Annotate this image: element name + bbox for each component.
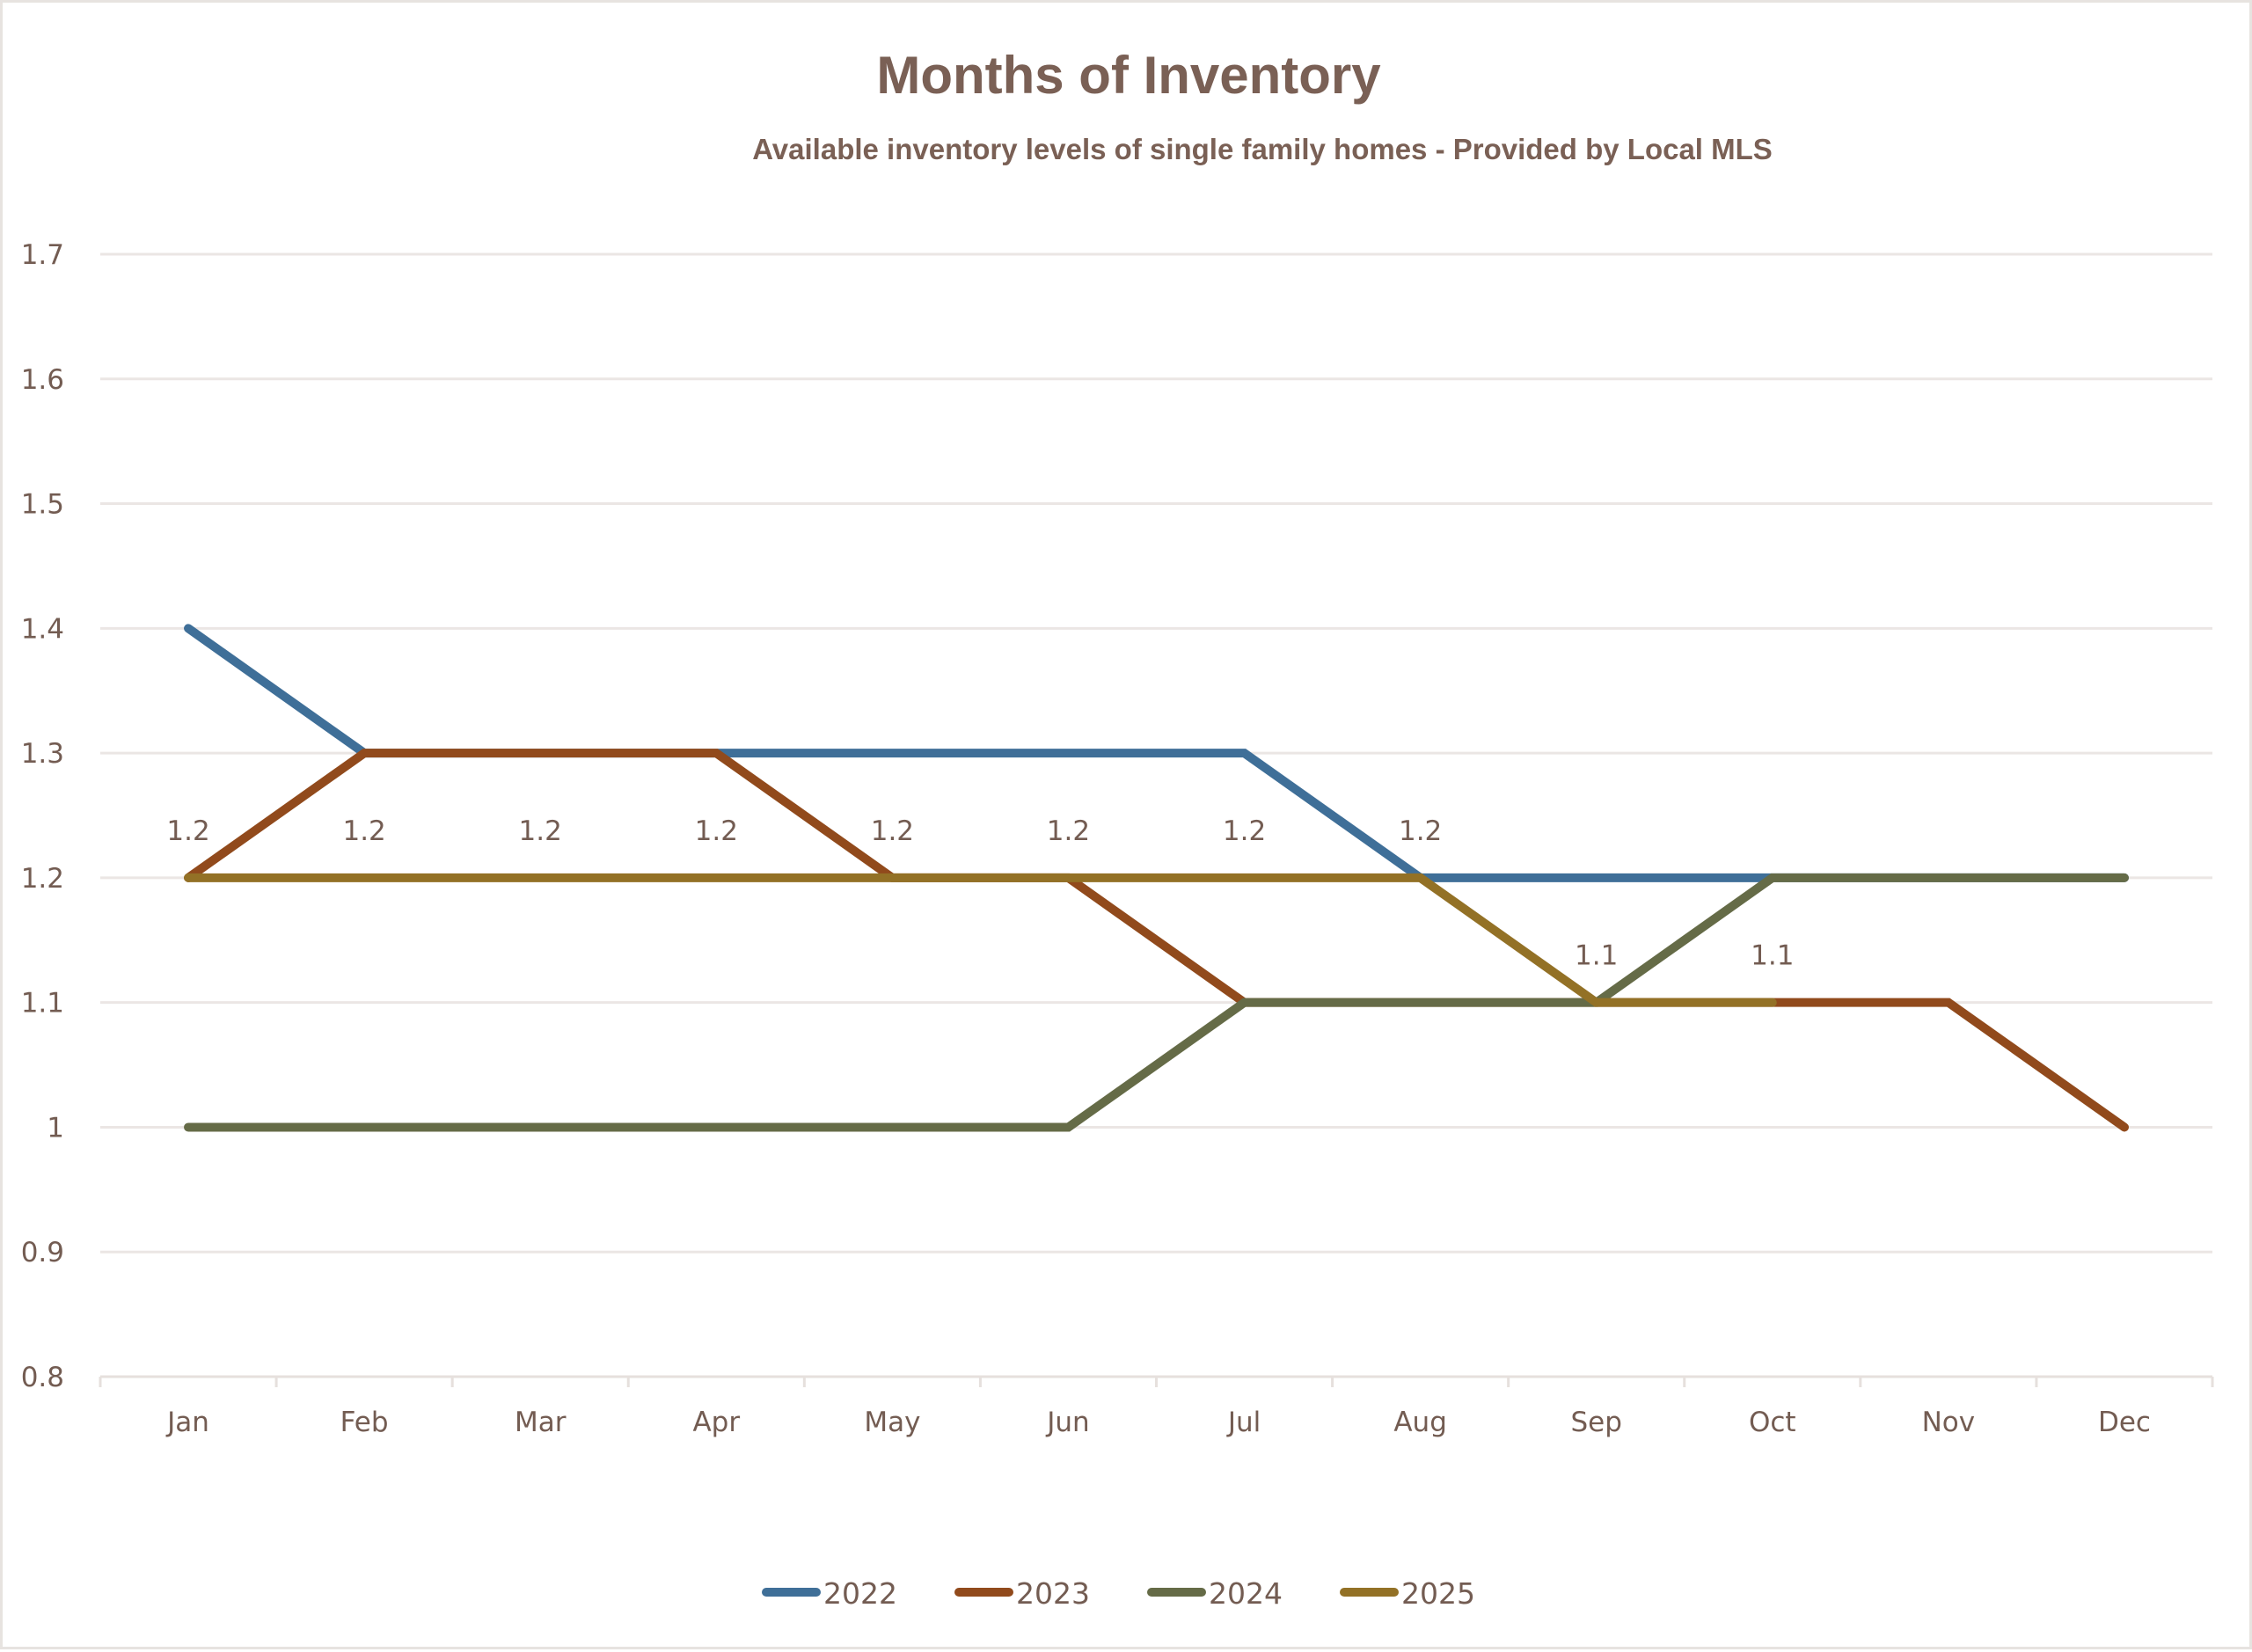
legend: 2022 2023 2024 2025	[766, 1576, 1475, 1611]
legend-item-2022[interactable]: 2022	[766, 1576, 897, 1611]
x-axis: Jan Feb Mar Apr May Jun Jul Aug Sep Oct Nov Dec	[100, 1377, 2212, 1438]
x-tick-label: Dec	[2098, 1407, 2151, 1438]
x-tick-label: Aug	[1393, 1407, 1447, 1438]
x-tick-label: Mar	[515, 1407, 567, 1438]
x-tick-label: Nov	[1922, 1407, 1976, 1438]
y-tick-label: 0.9	[21, 1237, 64, 1268]
y-tick-label: 1.2	[21, 863, 64, 895]
data-label-2025: 1.2	[871, 815, 914, 847]
data-label-2025: 1.2	[519, 815, 562, 847]
x-tick-label: Jan	[165, 1407, 209, 1438]
y-tick-label: 1.5	[21, 489, 64, 521]
data-label-2025: 1.2	[1047, 815, 1090, 847]
legend-item-2025[interactable]: 2025	[1344, 1576, 1475, 1611]
chart-subtitle: Available inventory levels of single fam…	[752, 133, 1773, 165]
y-tick-label: 1.6	[21, 364, 64, 396]
y-tick-label: 0.8	[21, 1362, 64, 1393]
y-tick-label: 1.3	[21, 738, 64, 770]
x-tick-label: Apr	[692, 1407, 740, 1438]
x-tick-label: Feb	[340, 1407, 389, 1438]
legend-label: 2024	[1209, 1576, 1283, 1611]
legend-label: 2022	[823, 1576, 897, 1611]
data-label-2025: 1.1	[1751, 940, 1794, 972]
series-line-2023	[188, 753, 2124, 1127]
x-tick-label: May	[864, 1407, 920, 1438]
legend-item-2023[interactable]: 2023	[959, 1576, 1090, 1611]
y-tick-label: 1.7	[21, 239, 64, 271]
legend-label: 2023	[1016, 1576, 1090, 1611]
chart-title: Months of Inventory	[876, 46, 1381, 105]
x-tick-label: Jul	[1226, 1407, 1261, 1438]
x-tick-label: Sep	[1570, 1407, 1621, 1438]
data-label-2025: 1.2	[342, 815, 385, 847]
x-tick-label: Oct	[1749, 1407, 1796, 1438]
series-lines	[188, 628, 2124, 1127]
data-label-2025: 1.2	[695, 815, 738, 847]
data-label-2025: 1.2	[1399, 815, 1442, 847]
y-axis: 0.8 0.9 1 1.1 1.2 1.3 1.4 1.5 1.6 1.7	[21, 239, 64, 1393]
legend-label: 2025	[1401, 1576, 1475, 1611]
series-line-2025	[188, 878, 1773, 1003]
line-chart: Months of Inventory Available inventory …	[3, 3, 2252, 1652]
data-label-2025: 1.2	[166, 815, 209, 847]
data-labels: 1.2 1.2 1.2 1.2 1.2 1.2 1.2 1.2 1.1 1.1	[166, 815, 1794, 972]
y-tick-label: 1.1	[21, 988, 64, 1020]
y-tick-label: 1.4	[21, 613, 64, 645]
data-label-2025: 1.1	[1575, 940, 1618, 972]
legend-item-2024[interactable]: 2024	[1152, 1576, 1283, 1611]
x-tick-label: Jun	[1045, 1407, 1089, 1438]
y-tick-label: 1	[47, 1112, 64, 1144]
data-label-2025: 1.2	[1223, 815, 1266, 847]
